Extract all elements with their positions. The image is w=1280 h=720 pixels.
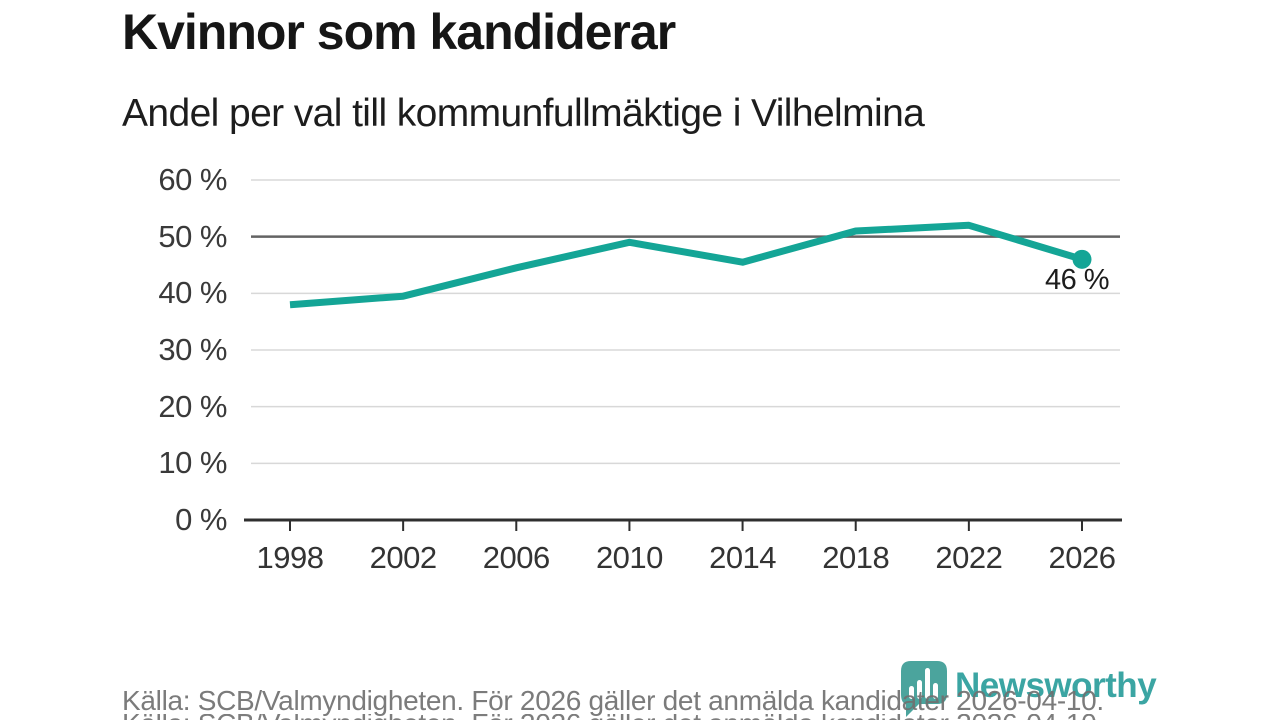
end-value-label: 46 % — [1044, 264, 1110, 296]
x-axis-tick-label: 2018 — [822, 540, 890, 575]
y-axis-tick-label: 0 % — [175, 502, 227, 537]
x-axis-tick-label: 2010 — [595, 540, 663, 575]
y-axis-tick-label: 20 % — [158, 388, 227, 424]
y-axis-tick-label: 50 % — [158, 218, 227, 254]
x-axis-tick-label: 2002 — [369, 540, 437, 575]
y-axis-tick-label: 60 % — [158, 162, 227, 197]
x-axis-tick-label: 1998 — [256, 540, 324, 575]
newsworthy-wordmark: Newsworthy — [955, 666, 1157, 705]
newsworthy-chart-bubble-icon — [901, 661, 947, 717]
end-point-marker — [1072, 249, 1092, 269]
x-axis-tick-label: 2014 — [709, 540, 777, 575]
x-axis-tick-label: 2006 — [482, 540, 550, 575]
chart-title: Kvinnor som kandiderar — [122, 4, 676, 60]
cropped-footer-line: Källa: SCB/Valmyndigheten. För 2026 gäll… — [122, 714, 1162, 720]
chart-subtitle: Andel per val till kommunfullmäktige i V… — [122, 92, 925, 135]
source-attribution: Källa: SCB/Valmyndigheten. För 2026 gäll… — [122, 685, 1104, 716]
x-axis-tick-label: 2026 — [1048, 540, 1116, 575]
y-axis-tick-label: 30 % — [158, 332, 227, 367]
x-axis-tick-label: 2022 — [935, 540, 1003, 575]
data-line-series — [289, 221, 1084, 309]
y-axis-tick-label: 10 % — [158, 445, 227, 481]
y-axis-tick-label: 40 % — [158, 275, 227, 311]
